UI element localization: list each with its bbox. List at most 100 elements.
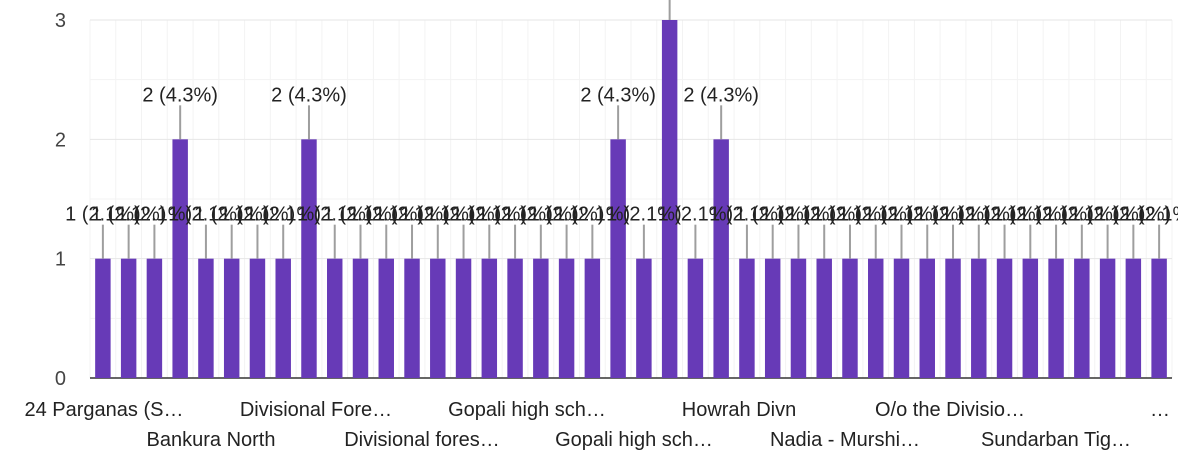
- data-label: 1 (2.1%): [838, 204, 914, 226]
- data-labels: 1 (2.1%)1 (2.1%)1 (2.1%)2 (4.3%)1 (2.1%)…: [65, 0, 1178, 259]
- data-label: 1 (2.1%): [529, 204, 605, 226]
- bar: [404, 258, 420, 378]
- data-label: 1 (2.1%): [761, 204, 837, 226]
- data-label: 1 (2.1%): [374, 204, 450, 226]
- data-label: 1 (2.1%): [65, 204, 141, 226]
- bar: [687, 258, 704, 378]
- x-tick-label: Howrah Divn: [682, 399, 796, 421]
- bar: [868, 258, 884, 378]
- data-label: 1 (2.1%): [735, 204, 811, 226]
- data-label: 1 (2.1%): [117, 204, 193, 226]
- data-label: 1 (2.1%): [812, 204, 888, 226]
- bar: [893, 258, 910, 378]
- bar: [275, 258, 291, 378]
- bar: [1125, 258, 1142, 378]
- bar: [661, 20, 678, 378]
- bar: [842, 258, 858, 378]
- bar: [223, 258, 240, 378]
- data-label: 2 (4.3%): [271, 84, 347, 106]
- data-label: 1 (2.1%): [1096, 204, 1172, 226]
- x-tick-label: Gopali high sch…: [448, 399, 606, 421]
- data-label: 1 (2.1%): [400, 204, 476, 226]
- bar: [919, 258, 935, 378]
- data-label: 1 (2.1%): [709, 204, 785, 226]
- bar: [1048, 258, 1064, 378]
- bar: [249, 258, 266, 378]
- data-label: 1 (2.1%): [941, 204, 1017, 226]
- data-label: 1 (2.1%): [1070, 204, 1146, 226]
- y-tick-label: 1: [55, 249, 66, 271]
- bar: [1099, 258, 1116, 378]
- bar: [790, 258, 807, 378]
- data-label: 1 (2.1%): [348, 204, 424, 226]
- data-label: 1 (2.1%): [426, 204, 502, 226]
- x-tick-label: Divisional Fore…: [240, 399, 392, 421]
- bar: [713, 139, 729, 378]
- bar: [507, 258, 523, 378]
- bar: [430, 258, 446, 378]
- bar: [481, 258, 498, 378]
- bar: [198, 258, 214, 378]
- y-tick-label: 0: [55, 368, 66, 390]
- data-label: 1 (2.1%): [477, 204, 553, 226]
- data-label: 1 (2.1%): [786, 204, 862, 226]
- y-tick-label: 3: [55, 10, 66, 32]
- x-tick-label: Gopali high sch…: [555, 429, 713, 450]
- data-label: 1 (2.1%): [915, 204, 991, 226]
- data-label: 2 (4.3%): [142, 84, 218, 106]
- bar: [636, 258, 652, 378]
- bar: [95, 258, 111, 378]
- bar: [352, 258, 369, 378]
- bar: [378, 258, 394, 378]
- data-label: 2 (4.3%): [580, 84, 656, 106]
- data-label: 1 (2.1%): [168, 204, 244, 226]
- data-label: 1 (2.1%): [194, 204, 270, 226]
- x-tick-label: Nadia - Murshi…: [770, 429, 920, 450]
- data-label: 1 (2.1%): [889, 204, 965, 226]
- data-label: 1 (2.1%): [606, 204, 682, 226]
- bar: [1151, 258, 1167, 378]
- data-label: 1 (2.1%): [555, 204, 631, 226]
- data-label: 1 (2.1%): [220, 204, 296, 226]
- data-label: 1 (2.1%): [967, 204, 1043, 226]
- y-axis: 0 1 2 3: [55, 10, 66, 390]
- y-tick-label: 2: [55, 129, 66, 151]
- bar: [172, 139, 188, 378]
- x-axis: 24 Parganas (S… Divisional Fore… Gopali hi…: [25, 399, 1170, 451]
- bar: [1022, 258, 1039, 378]
- bar: [816, 258, 832, 378]
- data-label: 1 (2.1%): [297, 204, 373, 226]
- data-label: 1 (2.1%): [1044, 204, 1120, 226]
- bar: [610, 139, 626, 378]
- data-label: 1 (2.1%): [1121, 204, 1178, 226]
- data-label: 1 (2.1%): [658, 204, 734, 226]
- data-label: 1 (2.1%): [503, 204, 579, 226]
- bar: [584, 258, 601, 378]
- x-tick-label: Divisional fores…: [344, 429, 500, 450]
- x-tick-label: 24 Parganas (S…: [25, 399, 184, 421]
- bar: [739, 258, 755, 378]
- data-label: 1 (2.1%): [1018, 204, 1094, 226]
- bar: [301, 139, 317, 378]
- data-label: 1 (2.1%): [323, 204, 399, 226]
- bar: [558, 258, 575, 378]
- data-label: 1 (2.1%): [864, 204, 940, 226]
- data-label: 1 (2.1%): [91, 204, 167, 226]
- x-tick-label: Bankura North: [147, 429, 276, 450]
- bar: [533, 258, 549, 378]
- bar: [120, 258, 137, 378]
- bar: [146, 258, 163, 378]
- data-label: 1 (2.1%): [452, 204, 528, 226]
- data-label: 2 (4.3%): [683, 84, 759, 106]
- bar: [1074, 258, 1090, 378]
- x-tick-label: …: [1150, 399, 1170, 421]
- bar: [455, 258, 472, 378]
- bar: [327, 258, 343, 378]
- bar: [996, 258, 1013, 378]
- bar: [945, 258, 961, 378]
- bar: [971, 258, 987, 378]
- data-label: 1 (2.1%): [245, 204, 321, 226]
- data-label: 1 (2.1%): [993, 204, 1069, 226]
